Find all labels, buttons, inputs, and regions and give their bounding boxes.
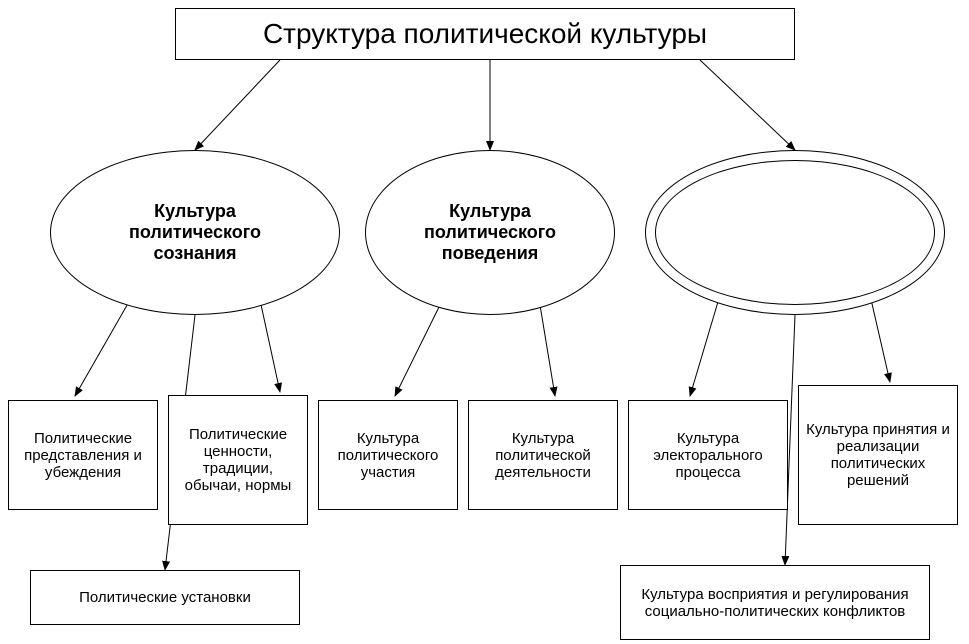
leaf-5-label: Культура электорального процесса — [633, 430, 783, 481]
ellipse-2: Культура политического поведения — [365, 150, 615, 315]
arrow-6 — [395, 305, 440, 396]
arrow-8 — [690, 295, 720, 396]
leaf-2: Политические ценности, традиции, обычаи,… — [168, 395, 308, 525]
leaf-2-label: Политические ценности, традиции, обычаи,… — [173, 426, 303, 494]
leaf-7: Политические установки — [30, 570, 300, 625]
leaf-4: Культура политической деятельности — [468, 400, 618, 510]
arrow-5 — [260, 300, 280, 392]
leaf-6: Культура принятия и реализации политичес… — [798, 385, 958, 525]
arrow-3 — [75, 300, 130, 396]
ellipse-1: Культура политического сознания — [50, 150, 340, 315]
leaf-1-label: Политические представления и убеждения — [13, 430, 153, 481]
leaf-8-label: Культура восприятия и регулирования соци… — [625, 586, 925, 620]
arrow-0 — [195, 60, 280, 150]
leaf-6-label: Культура принятия и реализации политичес… — [803, 421, 953, 489]
title-text: Структура политической культуры — [263, 18, 707, 50]
diagram-title: Структура политической культуры — [175, 8, 795, 60]
ellipse-2-label: Культура политического поведения — [404, 201, 576, 264]
leaf-4-label: Культура политической деятельности — [473, 430, 613, 481]
leaf-7-label: Политические установки — [79, 589, 251, 606]
leaf-3: Культура политического участия — [318, 400, 458, 510]
leaf-3-label: Культура политического участия — [323, 430, 453, 481]
leaf-5: Культура электорального процесса — [628, 400, 788, 510]
arrow-7 — [540, 305, 555, 396]
ellipse-1-label: Культура политического сознания — [109, 201, 281, 264]
arrow-10 — [870, 295, 890, 382]
ellipse-3-inner — [655, 160, 935, 305]
arrow-2 — [700, 60, 795, 150]
leaf-8: Культура восприятия и регулирования соци… — [620, 565, 930, 640]
leaf-1: Политические представления и убеждения — [8, 400, 158, 510]
arrow-layer — [0, 0, 969, 644]
